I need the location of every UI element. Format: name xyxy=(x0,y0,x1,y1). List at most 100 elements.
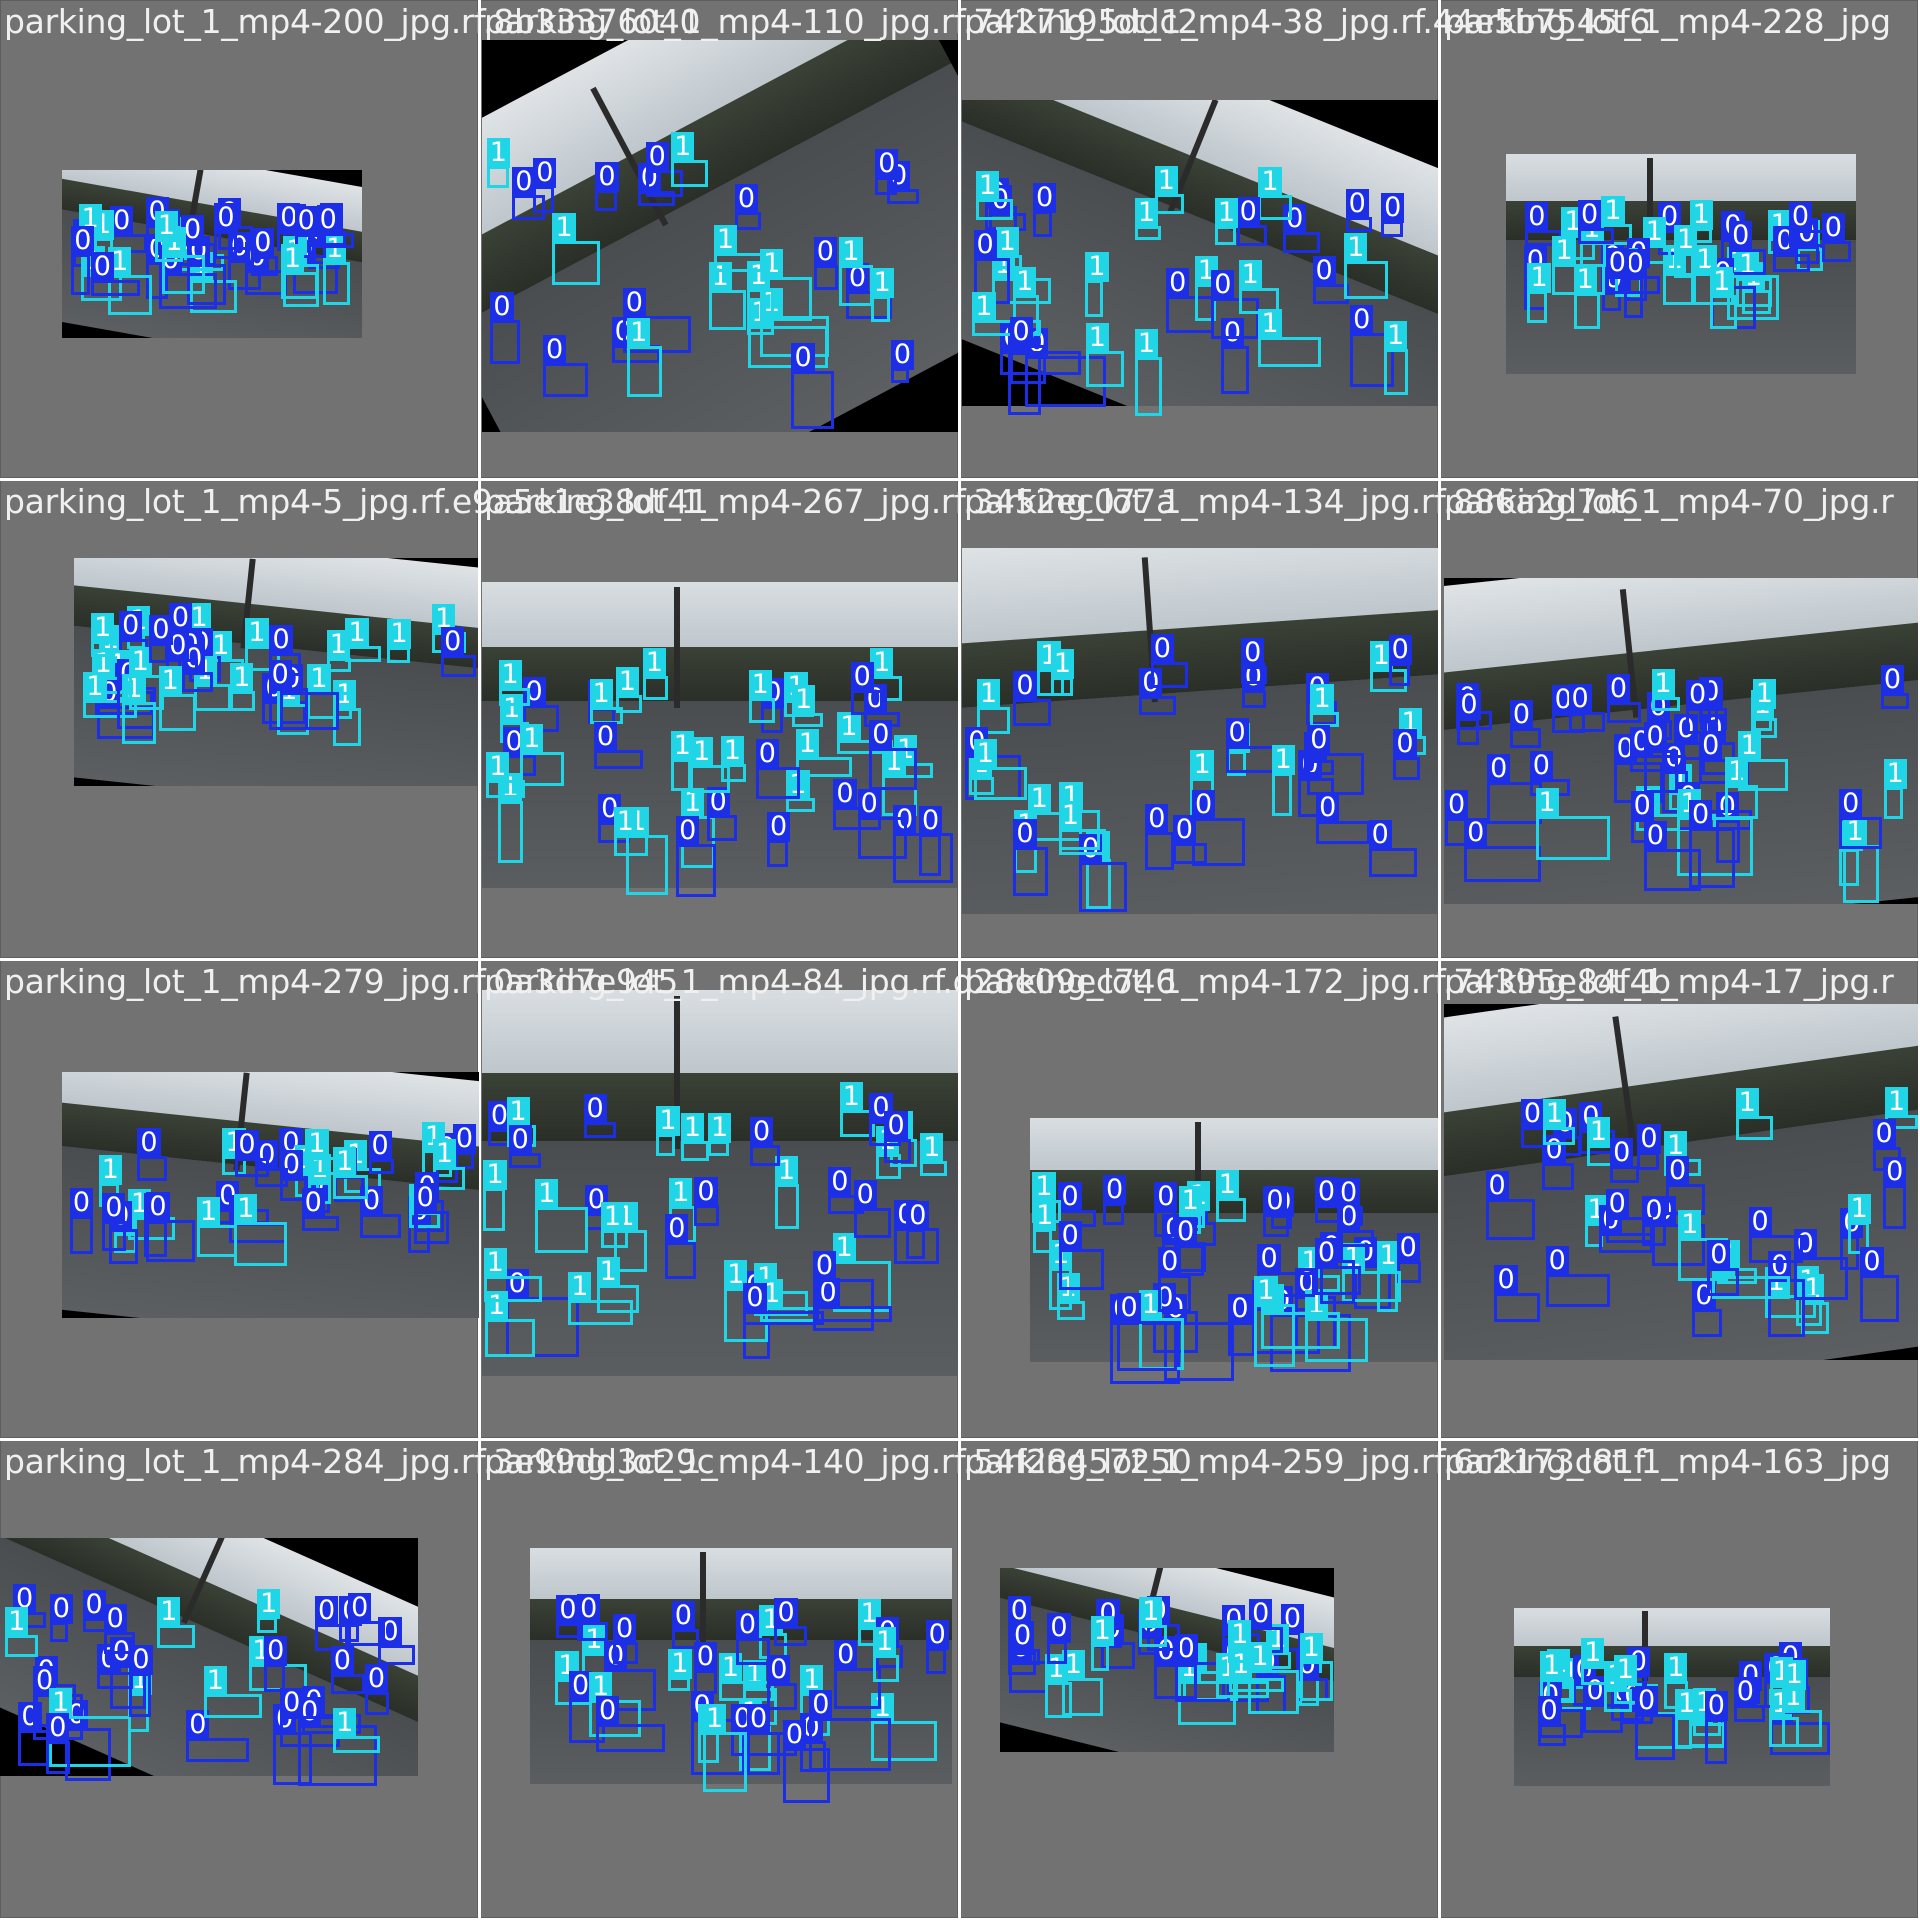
detection-class-label: 1 xyxy=(680,788,705,819)
detection-class-label: 0 xyxy=(1666,1156,1690,1187)
detection-class-label: 1 xyxy=(1601,195,1625,226)
detection-box xyxy=(154,239,183,262)
detection-box xyxy=(1542,1163,1575,1191)
detection-box xyxy=(1145,831,1175,871)
detection-class-label: 0 xyxy=(1033,183,1057,214)
mosaic-tile: 101010010100110000001011100001101000park… xyxy=(0,960,678,1438)
detection-box xyxy=(1527,291,1548,323)
detection-class-label: 0 xyxy=(82,1589,106,1620)
detection-box xyxy=(91,641,113,657)
detection-class-label: 1 xyxy=(483,1159,507,1190)
detection-class-label: 0 xyxy=(1058,1221,1082,1252)
detection-class-label: 0 xyxy=(1606,674,1631,705)
detection-box xyxy=(870,295,890,323)
detection-class-label: 1 xyxy=(1229,1650,1253,1680)
detection-class-label: 0 xyxy=(875,149,899,180)
detection-box xyxy=(676,844,716,897)
detection-box xyxy=(612,1641,639,1665)
detection-box xyxy=(873,1654,900,1682)
tile-caption: parking_lot_1_mp4-284_jpg.rf.3e99dd3c29c xyxy=(4,1442,715,1481)
detection-box xyxy=(746,289,774,336)
detection-box xyxy=(890,368,910,384)
detection-class-label: 1 xyxy=(1737,730,1761,761)
detection-class-label: 1 xyxy=(791,684,816,715)
detection-box xyxy=(1103,1203,1125,1225)
detection-class-label: 1 xyxy=(873,1626,897,1657)
detection-class-label: 0 xyxy=(816,1278,840,1309)
detection-class-label: 0 xyxy=(857,789,881,820)
detection-box xyxy=(214,230,238,259)
detection-box xyxy=(1228,1322,1257,1357)
detection-class-label: 1 xyxy=(158,665,182,696)
detection-class-label: 0 xyxy=(906,1200,930,1231)
detection-class-label: 1 xyxy=(613,807,637,838)
detection-class-label: 0 xyxy=(1525,201,1549,232)
detection-class-label: 1 xyxy=(326,629,350,660)
detection-class-label: 1 xyxy=(196,1196,220,1227)
detection-class-label: 1 xyxy=(1013,266,1037,297)
detection-class-label: 0 xyxy=(1733,1676,1757,1707)
detection-class-label: 0 xyxy=(146,1191,170,1222)
detection-box xyxy=(713,252,763,273)
detection-class-label: 0 xyxy=(1520,1098,1545,1129)
detection-class-label: 0 xyxy=(766,812,791,843)
detection-class-label: 0 xyxy=(1228,1294,1252,1325)
detection-box xyxy=(1150,661,1188,689)
detection-box xyxy=(1883,1184,1907,1229)
detection-class-label: 1 xyxy=(1061,1649,1085,1680)
detection-box xyxy=(1795,246,1820,264)
detection-box xyxy=(1058,1249,1105,1290)
detection-class-label: 0 xyxy=(1173,1216,1198,1247)
detection-class-label: 1 xyxy=(5,1607,29,1638)
detection-box xyxy=(498,801,524,863)
detection-box xyxy=(1033,211,1052,237)
mosaic-tile: 0101110000111111101000101001111100101011… xyxy=(480,480,1176,958)
detection-class-label: 0 xyxy=(186,1710,210,1741)
detection-box xyxy=(333,1175,369,1200)
detection-class-label: 0 xyxy=(110,205,134,236)
detection-class-label: 0 xyxy=(755,739,779,770)
detection-class-label: 1 xyxy=(975,170,1000,201)
detection-box xyxy=(1010,1649,1040,1665)
detection-class-label: 1 xyxy=(1154,166,1178,197)
detection-class-label: 0 xyxy=(1494,1264,1518,1295)
detection-box xyxy=(556,1623,583,1638)
detection-box xyxy=(774,1183,799,1229)
detection-class-label: 1 xyxy=(1215,1169,1239,1200)
detection-class-label: 0 xyxy=(1150,633,1174,664)
detection-box xyxy=(512,194,545,221)
detection-box xyxy=(774,1626,807,1647)
detection-class-label: 1 xyxy=(1027,784,1051,815)
mosaic-tile: 1100001111111010001010011111001010110100… xyxy=(480,960,1176,1438)
detection-box xyxy=(816,1306,893,1322)
detection-class-label: 0 xyxy=(676,816,700,847)
detection-box xyxy=(364,1692,389,1716)
detection-box xyxy=(1000,351,1082,375)
detection-class-label: 0 xyxy=(512,166,536,197)
detection-box xyxy=(1735,1115,1773,1140)
detection-class-label: 0 xyxy=(508,1124,532,1155)
power-tower xyxy=(1647,157,1654,245)
detection-box xyxy=(1704,1719,1728,1764)
detection-class-label: 0 xyxy=(1158,1247,1182,1278)
detection-class-label: 1 xyxy=(1134,197,1159,228)
detection-box xyxy=(137,1156,168,1181)
detection-class-label: 1 xyxy=(708,1112,732,1143)
detection-class-label: 1 xyxy=(589,1672,613,1703)
detection-class-label: 0 xyxy=(1154,1182,1178,1213)
detection-class-label: 0 xyxy=(1263,1186,1287,1217)
detection-class-label: 1 xyxy=(323,234,347,265)
detection-class-label: 1 xyxy=(1710,266,1734,297)
detection-box xyxy=(1154,194,1185,215)
detection-class-label: 1 xyxy=(1254,1276,1278,1307)
detection-class-label: 1 xyxy=(498,659,522,690)
detection-box xyxy=(485,1318,536,1357)
detection-class-label: 1 xyxy=(234,1194,258,1225)
detection-class-label: 0 xyxy=(612,1613,637,1644)
detection-class-label: 0 xyxy=(812,1250,837,1281)
detection-class-label: 1 xyxy=(98,1154,122,1185)
detection-class-label: 1 xyxy=(1573,264,1597,295)
detection-class-label: 0 xyxy=(12,1584,37,1615)
detection-class-label: 0 xyxy=(1345,188,1369,219)
detection-class-label: 0 xyxy=(671,1601,695,1632)
